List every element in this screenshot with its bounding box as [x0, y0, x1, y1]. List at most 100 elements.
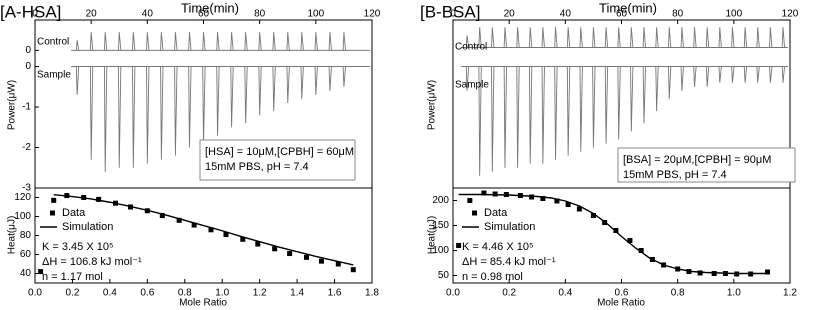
- injection-peak: [478, 27, 482, 48]
- y-tick-label: -3: [22, 183, 31, 194]
- injection-peak: [328, 66, 332, 91]
- x-tick-label: 120: [364, 9, 381, 20]
- injection-peak: [617, 66, 621, 140]
- y-axis-label: Power(μW): [427, 80, 438, 130]
- plot-frame: [452, 187, 791, 284]
- x-tick-label: 0.2: [65, 288, 79, 299]
- injection-peak: [680, 66, 684, 91]
- injection-peak: [132, 32, 136, 51]
- injection-peak: [300, 66, 304, 99]
- injection-peak: [756, 66, 760, 83]
- annotation: 15mM PBS, pH = 7.4: [623, 169, 727, 181]
- y-tick-label: 120: [14, 192, 31, 203]
- injection-peak: [244, 66, 248, 124]
- data-point: [565, 202, 571, 207]
- injection-peak: [743, 66, 748, 83]
- annotation: ΔH = 106.8 kJ mol⁻¹: [42, 256, 142, 268]
- injection-peak: [314, 32, 318, 51]
- data-point: [456, 243, 462, 248]
- panel-label: [B-BSA]: [420, 2, 480, 21]
- injection-peak: [705, 27, 710, 48]
- data-point: [240, 236, 246, 242]
- y-tick-label: 200: [432, 195, 449, 206]
- legend-marker: [472, 210, 477, 216]
- injection-peak: [174, 66, 178, 156]
- injection-peak: [743, 27, 748, 48]
- data-point: [554, 198, 560, 204]
- x-axis-label: Mole Ratio: [179, 298, 227, 309]
- injection-peak: [769, 66, 773, 83]
- injection-peak: [491, 66, 495, 172]
- injection-peak: [75, 66, 80, 95]
- injection-peak: [528, 27, 533, 48]
- injection-peak: [202, 32, 206, 51]
- injection-peak: [604, 27, 609, 48]
- injection-peak: [630, 66, 634, 132]
- x-tick-label: 0.4: [558, 288, 572, 299]
- y-axis-label: Heat(μJ): [7, 216, 18, 255]
- injection-peak: [491, 27, 495, 48]
- injection-peak: [314, 66, 318, 95]
- x-tick-label: 20: [504, 9, 516, 20]
- data-point: [576, 206, 582, 212]
- legend-label: Data: [62, 207, 86, 219]
- y-tick-label: -1: [22, 102, 31, 113]
- x-tick-label: 80: [672, 9, 684, 20]
- data-point: [159, 213, 165, 219]
- annotation: n = 0.98 mol: [462, 271, 523, 283]
- x-tick-label: 0: [32, 9, 38, 20]
- injection-peak: [592, 27, 596, 48]
- data-point: [255, 241, 261, 247]
- series-label: Sample: [37, 70, 71, 81]
- legend-label: Data: [484, 207, 508, 219]
- annotation-box: [617, 147, 796, 183]
- injection-peak: [174, 32, 178, 51]
- injection-peak: [731, 27, 735, 48]
- x-tick-label: 1.4: [290, 288, 304, 299]
- data-point: [765, 269, 771, 275]
- data-point: [638, 248, 644, 253]
- data-point: [318, 258, 324, 264]
- data-point: [492, 191, 498, 197]
- injection-peak: [680, 27, 684, 48]
- injection-peak: [705, 66, 710, 87]
- annotation-box: [199, 139, 356, 181]
- injection-peak: [160, 66, 164, 160]
- x-tick-label: 0.2: [502, 288, 516, 299]
- injection-peak: [188, 32, 192, 51]
- x-tick-label: 0.8: [671, 288, 685, 299]
- injection-peak: [642, 27, 647, 48]
- annotation: K = 3.45 X 10⁵: [42, 241, 114, 253]
- x-tick-label: 80: [254, 9, 266, 20]
- x-tick-label: 1.0: [727, 288, 741, 299]
- injection-peak: [642, 66, 647, 124]
- injection-peak: [718, 66, 722, 83]
- x-tick-label: 120: [782, 9, 799, 20]
- injection-peak: [693, 27, 697, 48]
- injection-peak: [756, 27, 760, 48]
- data-point: [697, 270, 703, 276]
- legend-label: Simulation: [484, 221, 535, 233]
- injection-peak: [160, 32, 164, 51]
- data-point: [38, 269, 44, 275]
- panel-label: [A-HSA]: [0, 2, 61, 21]
- annotation: [HSA] = 10μM,[CPBH] = 60μM: [205, 146, 354, 158]
- injection-peak: [103, 32, 108, 51]
- x-tick-label: 0.8: [178, 288, 192, 299]
- injection-peak: [258, 66, 262, 116]
- injection-peak: [230, 32, 234, 51]
- plot-frame: [34, 187, 373, 284]
- x-tick-label: 60: [616, 9, 628, 20]
- injection-peak: [146, 32, 150, 51]
- fit-line: [458, 193, 768, 275]
- data-point: [335, 261, 341, 267]
- injection-peak: [89, 66, 94, 160]
- injection-peak: [516, 27, 520, 48]
- data-point: [590, 213, 596, 218]
- injection-peak: [300, 32, 304, 51]
- injection-peak: [244, 32, 248, 51]
- injection-peak: [566, 27, 571, 48]
- injection-peak: [118, 66, 122, 168]
- injection-peak: [103, 66, 108, 172]
